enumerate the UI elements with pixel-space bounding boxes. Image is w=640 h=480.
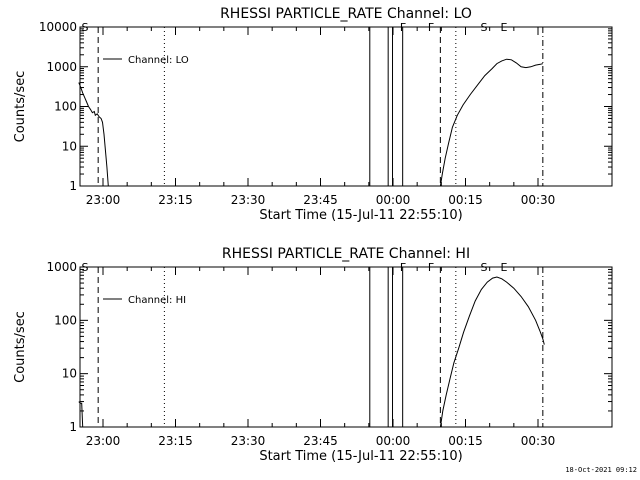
- event-marker-label: S: [481, 21, 488, 34]
- event-marker-label: S: [82, 21, 89, 34]
- panel-1: RHESSI PARTICLE_RATE Channel: LO Counts/s…: [13, 6, 613, 223]
- x-tick-label: 00:30: [521, 193, 556, 207]
- x-tick-label: 23:30: [231, 434, 266, 448]
- event-marker-label: F: [400, 21, 406, 34]
- event-marker-label: E: [501, 261, 508, 274]
- x-tick-label: 00:15: [448, 193, 483, 207]
- y-tick-label: 10: [62, 367, 77, 381]
- x-tick-label: 23:45: [303, 193, 338, 207]
- event-marker-label: E: [501, 21, 508, 34]
- y-tick-label: 10: [62, 139, 77, 153]
- x-tick-label: 00:00: [376, 434, 411, 448]
- x-tick-label: 00:00: [376, 193, 411, 207]
- x-tick-label: 23:00: [86, 193, 121, 207]
- chart-title: RHESSI PARTICLE_RATE Channel: HI: [222, 246, 470, 262]
- y-tick-label: 100: [54, 100, 77, 114]
- y-tick-label: 1000: [46, 60, 77, 74]
- y-axis-label: Counts/sec: [13, 311, 28, 383]
- x-tick-label: 23:00: [86, 434, 121, 448]
- series-line: [78, 82, 109, 187]
- x-tick-label: 23:45: [303, 434, 338, 448]
- x-tick-label: 23:30: [231, 193, 266, 207]
- plot-frame: [79, 26, 613, 187]
- x-tick-label: 23:15: [158, 434, 193, 448]
- x-tick-label: 00:30: [521, 434, 556, 448]
- y-tick-label: 100: [54, 313, 77, 327]
- legend-label: Channel: LO: [128, 55, 189, 66]
- y-axis-label: Counts/sec: [13, 71, 28, 143]
- x-tick-label: 23:15: [158, 193, 193, 207]
- y-tick-label: 1: [69, 420, 77, 434]
- y-tick-label: 1000: [46, 260, 77, 274]
- event-marker-label: F: [428, 261, 434, 274]
- series-line: [78, 401, 84, 428]
- event-marker-label: S: [82, 261, 89, 274]
- footer-timestamp: 18-Oct-2021 09:12: [565, 466, 637, 474]
- legend-label: Channel: HI: [128, 295, 186, 306]
- series-line: [439, 58, 543, 187]
- chart-title: RHESSI PARTICLE_RATE Channel: LO: [220, 6, 472, 22]
- x-axis-label: Start Time (15-Jul-11 22:55:10): [259, 449, 462, 464]
- panel-2: RHESSI PARTICLE_RATE Channel: HI Counts/s…: [13, 246, 613, 464]
- plot-frame: [79, 266, 613, 428]
- y-tick-label: 1: [69, 179, 77, 193]
- event-marker-label: S: [481, 261, 488, 274]
- legend: Channel: HI: [103, 295, 186, 306]
- x-axis-label: Start Time (15-Jul-11 22:55:10): [259, 208, 462, 223]
- x-tick-label: 00:15: [448, 434, 483, 448]
- event-marker-label: F: [400, 261, 406, 274]
- event-marker-label: F: [428, 21, 434, 34]
- y-tick-label: 10000: [39, 20, 77, 34]
- series-line: [439, 276, 545, 428]
- legend: Channel: LO: [103, 55, 189, 66]
